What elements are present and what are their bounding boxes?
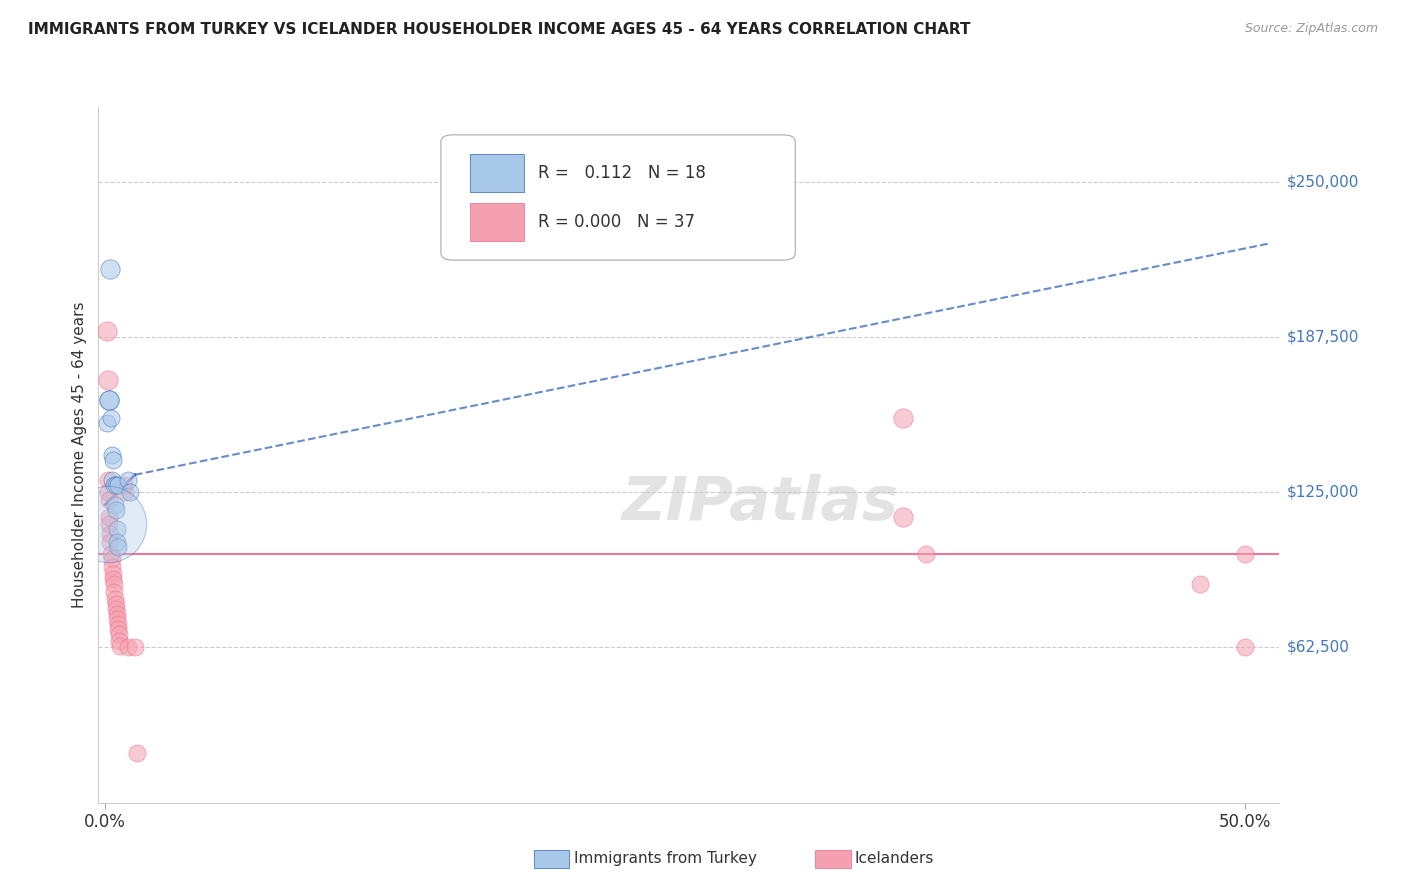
Point: [104, 597, 127, 611]
Point: [114, 485, 136, 500]
Point: [101, 567, 124, 582]
Point: [117, 640, 139, 655]
Point: [98, 393, 121, 408]
Y-axis label: Householder Income Ages 45 - 64 years: Householder Income Ages 45 - 64 years: [72, 301, 87, 608]
Point: [96, 324, 118, 338]
Point: [108, 634, 131, 648]
Point: [124, 640, 146, 655]
Point: [915, 547, 938, 561]
Point: [98, 517, 121, 532]
Text: ZIPatlas: ZIPatlas: [621, 475, 898, 533]
Point: [96, 416, 118, 430]
Text: $125,000: $125,000: [1286, 484, 1358, 500]
Text: R =   0.112   N = 18: R = 0.112 N = 18: [537, 164, 706, 182]
Point: [105, 602, 128, 616]
Bar: [471, 202, 523, 241]
Point: [105, 502, 128, 516]
Point: [98, 261, 121, 276]
Text: $250,000: $250,000: [1286, 174, 1358, 189]
Point: [101, 453, 124, 467]
Point: [101, 448, 124, 462]
Point: [103, 572, 125, 586]
Point: [97, 492, 120, 507]
Point: [97, 393, 120, 408]
Point: [98, 535, 121, 549]
Point: [108, 627, 131, 641]
Point: [105, 523, 128, 537]
Point: [108, 639, 131, 653]
Point: [100, 410, 122, 425]
Point: [103, 584, 125, 599]
Point: [1188, 577, 1211, 591]
Point: [105, 535, 128, 549]
Bar: [471, 154, 523, 193]
Text: $62,500: $62,500: [1286, 640, 1350, 655]
Point: [104, 477, 127, 491]
Point: [117, 473, 139, 487]
Text: IMMIGRANTS FROM TURKEY VS ICELANDER HOUSEHOLDER INCOME AGES 45 - 64 YEARS CORREL: IMMIGRANTS FROM TURKEY VS ICELANDER HOUS…: [28, 22, 970, 37]
Point: [891, 410, 914, 425]
Point: [891, 510, 914, 524]
Point: [107, 477, 129, 491]
FancyBboxPatch shape: [441, 135, 796, 260]
Text: R = 0.000   N = 37: R = 0.000 N = 37: [537, 213, 695, 231]
Point: [98, 527, 121, 541]
Point: [97, 473, 120, 487]
Point: [127, 746, 149, 760]
Point: [120, 485, 142, 500]
Point: [97, 485, 120, 500]
Point: [97, 510, 120, 524]
Point: [104, 592, 127, 607]
Text: Icelanders: Icelanders: [855, 852, 934, 866]
Point: [103, 577, 125, 591]
Point: [107, 622, 129, 636]
Point: [103, 477, 125, 491]
Point: [105, 607, 128, 621]
Point: [96, 373, 118, 387]
Point: [107, 540, 129, 554]
Point: [107, 616, 129, 631]
Text: Source: ZipAtlas.com: Source: ZipAtlas.com: [1244, 22, 1378, 36]
Point: [101, 559, 124, 574]
Text: $187,500: $187,500: [1286, 329, 1358, 344]
Point: [100, 547, 122, 561]
Point: [112, 477, 135, 491]
Point: [105, 612, 128, 626]
Point: [96, 517, 118, 532]
Point: [100, 473, 122, 487]
Point: [100, 552, 122, 566]
Text: Immigrants from Turkey: Immigrants from Turkey: [574, 852, 756, 866]
Point: [104, 498, 127, 512]
Point: [1234, 547, 1257, 561]
Point: [1234, 640, 1257, 655]
